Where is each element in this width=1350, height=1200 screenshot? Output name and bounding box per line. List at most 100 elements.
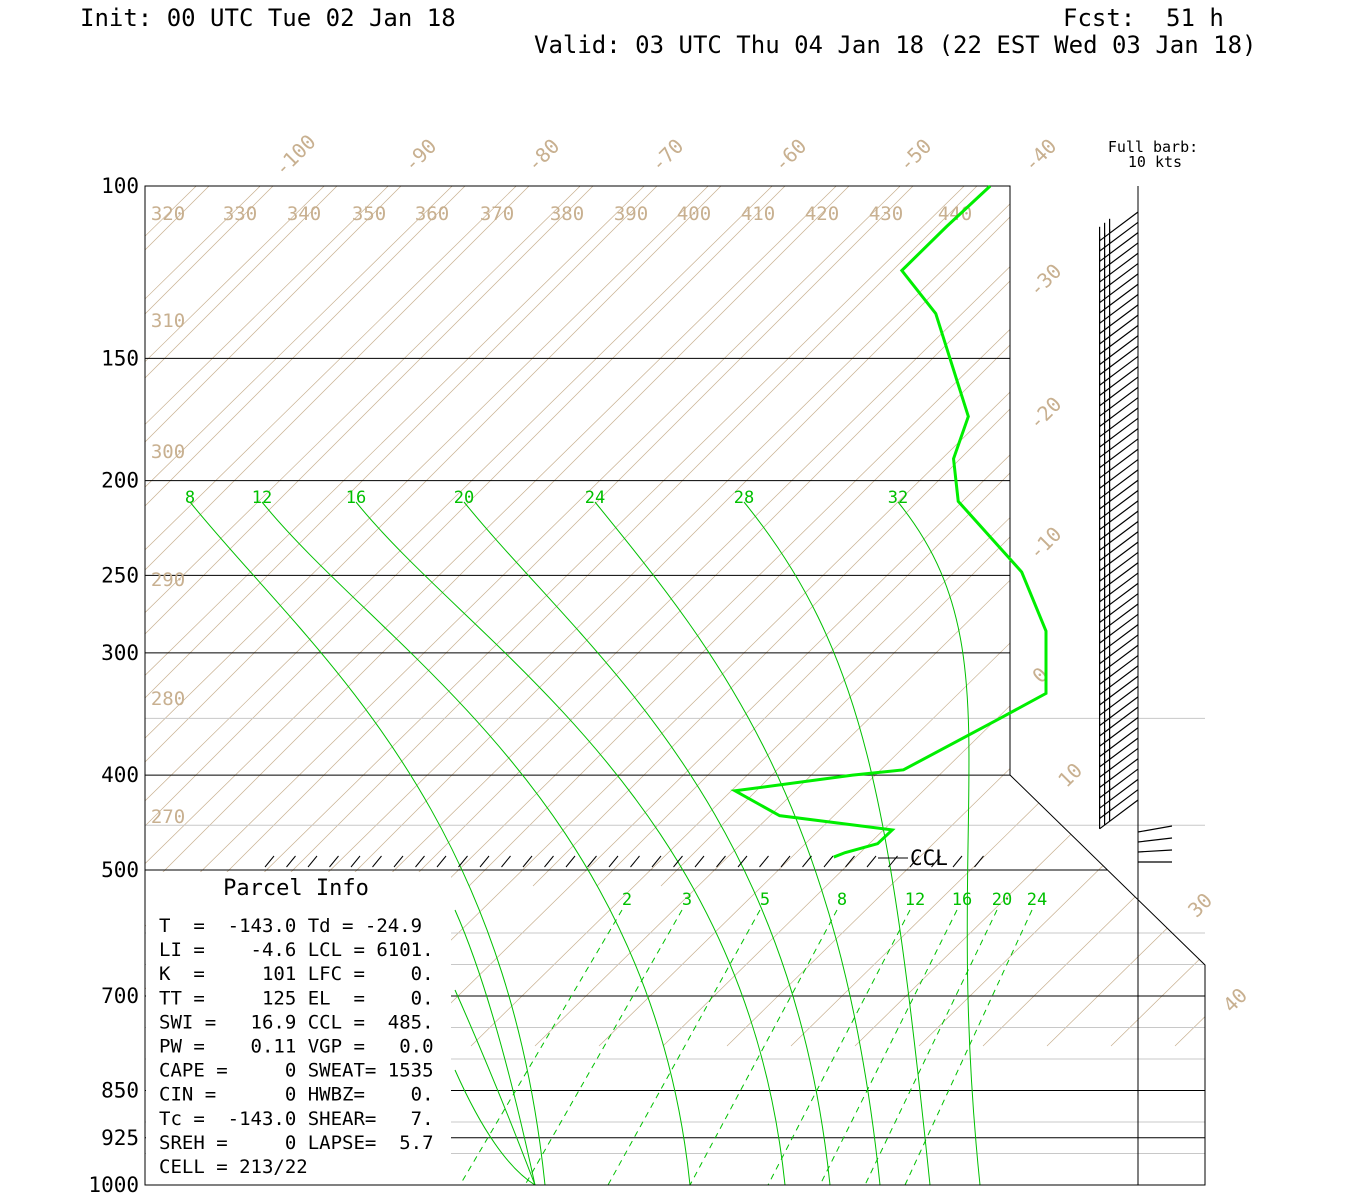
wind-barb <box>1137 849 1173 853</box>
wind-barb <box>1099 737 1139 768</box>
wind-barb <box>1099 593 1139 623</box>
theta-tick-label: 420 <box>805 203 839 225</box>
wind-barb <box>1099 500 1139 531</box>
wind-barb <box>1099 562 1139 593</box>
theta-tick-label: 330 <box>223 203 257 225</box>
panel-row: T = -143.0 Td = -24.9 <box>159 915 422 937</box>
wind-barb <box>1099 644 1139 675</box>
hatch-mark <box>780 855 791 868</box>
mixing-ratio-label: 5 <box>760 890 770 910</box>
wind-barb <box>1099 428 1139 458</box>
dry-adiabat-line <box>854 186 1205 1047</box>
saturated-adiabat-label: 12 <box>252 488 272 508</box>
wind-barb <box>1099 696 1139 727</box>
dry-adiabat-line <box>145 186 517 1047</box>
wind-barb <box>1099 655 1139 685</box>
pressure-tick-label: 700 <box>101 984 139 1008</box>
hatch-mark <box>888 855 898 868</box>
saturated-adiabat-label: 32 <box>888 488 908 508</box>
theta-tick-label: 400 <box>677 203 711 225</box>
pressure-tick-label: 400 <box>101 763 139 787</box>
hatch-mark <box>737 855 748 868</box>
isotherm-line <box>0 186 17 886</box>
theta-tick-label: 430 <box>869 203 903 225</box>
wind-barbs: Full barb:10 kts <box>1098 138 1198 863</box>
panel-title: Parcel Info <box>223 876 369 901</box>
temperature-tick-label: 40 <box>1218 983 1252 1017</box>
wind-barb <box>1099 582 1139 613</box>
isotherm-line <box>145 186 530 887</box>
isotherm-line <box>404 186 1106 887</box>
theta-tick-label: 360 <box>415 203 449 225</box>
wind-barb <box>1099 263 1139 293</box>
isotherm-line <box>145 186 722 887</box>
mixing-ratio-label: 16 <box>952 890 972 910</box>
saturated-adiabats <box>189 501 981 1186</box>
mixing-ratio-line <box>524 909 683 1186</box>
wind-barb <box>1099 355 1139 386</box>
pressure-tick-label: 150 <box>101 346 139 370</box>
panel-row: CIN = 0 HWBZ= 0. <box>159 1084 434 1106</box>
panel-row: SREH = 0 LAPSE= 5.7 <box>159 1132 434 1154</box>
hatch-mark <box>651 855 662 868</box>
pressure-tick-label: 500 <box>101 858 139 882</box>
wind-barb <box>1099 665 1139 696</box>
wind-barb <box>1099 324 1139 355</box>
hatch-mark <box>608 855 619 868</box>
panel-row: K = 101 LFC = 0. <box>159 963 434 985</box>
forecast-label: Fcst: <box>1063 4 1136 32</box>
hatch-mark <box>694 855 705 868</box>
ccl-label: CCL <box>910 846 948 870</box>
saturated-adiabat-line <box>261 501 691 1186</box>
wind-barb <box>1099 386 1139 417</box>
wind-barb <box>1099 520 1139 551</box>
temperature-tick-label: -90 <box>399 134 442 177</box>
wind-barb <box>1099 634 1139 665</box>
mixing-ratio-label: 8 <box>837 890 847 910</box>
panel-row: PW = 0.11 VGP = 0.0 <box>159 1036 434 1058</box>
temperature-tick-label: -40 <box>1019 134 1062 177</box>
wind-barb <box>1099 613 1139 644</box>
theta-tick-label: 300 <box>151 441 185 463</box>
hatch-mark <box>565 855 576 868</box>
wind-barb <box>1099 747 1139 778</box>
dry-adiabat-line <box>1239 186 1350 1046</box>
hatch-mark <box>350 855 361 868</box>
saturated-adiabat-label: 24 <box>585 488 605 508</box>
wind-barb <box>1099 490 1139 520</box>
hatch-mark <box>823 855 834 868</box>
hatch-mark <box>544 855 554 868</box>
isotherm-line <box>596 186 1205 887</box>
frame-outline <box>144 185 1206 1186</box>
dry-adiabat-line <box>534 186 1205 1047</box>
isotherm-line <box>148 186 850 887</box>
wind-barb <box>1099 294 1139 324</box>
wind-barb <box>1099 727 1139 758</box>
dry-adiabat-line <box>145 186 389 1047</box>
dry-adiabat-line <box>662 186 1205 1047</box>
wind-barb <box>1099 603 1139 634</box>
wind-barb <box>1099 758 1139 789</box>
isotherm-line <box>145 186 274 887</box>
wind-barb <box>1099 799 1139 830</box>
dry-adiabat-line <box>0 186 4 1046</box>
wind-barb <box>1099 572 1139 603</box>
dry-adiabat-line <box>790 186 1205 1047</box>
panel-row: CELL = 213/22 <box>159 1156 308 1178</box>
temperature-tick-label: -50 <box>894 134 937 177</box>
hatch-mark <box>845 855 855 868</box>
pressure-tick-label: 200 <box>101 469 139 493</box>
init-time: Init: 00 UTC Tue 02 Jan 18 <box>80 4 456 32</box>
mixing-ratio-line <box>904 909 1033 1186</box>
theta-tick-label: 280 <box>151 688 185 710</box>
hatch-mark <box>931 855 941 868</box>
mixing-ratio-line <box>459 909 623 1186</box>
hatch-mark <box>415 855 425 868</box>
dry-adiabat-line <box>1110 186 1205 1047</box>
wind-barb <box>1099 624 1139 654</box>
temperature-line <box>730 184 1048 859</box>
isotherm-line <box>276 186 978 887</box>
temperature-tick-label: -30 <box>1024 259 1067 302</box>
isotherm-line <box>660 186 1205 887</box>
dry-adiabat-line <box>1303 186 1350 1046</box>
